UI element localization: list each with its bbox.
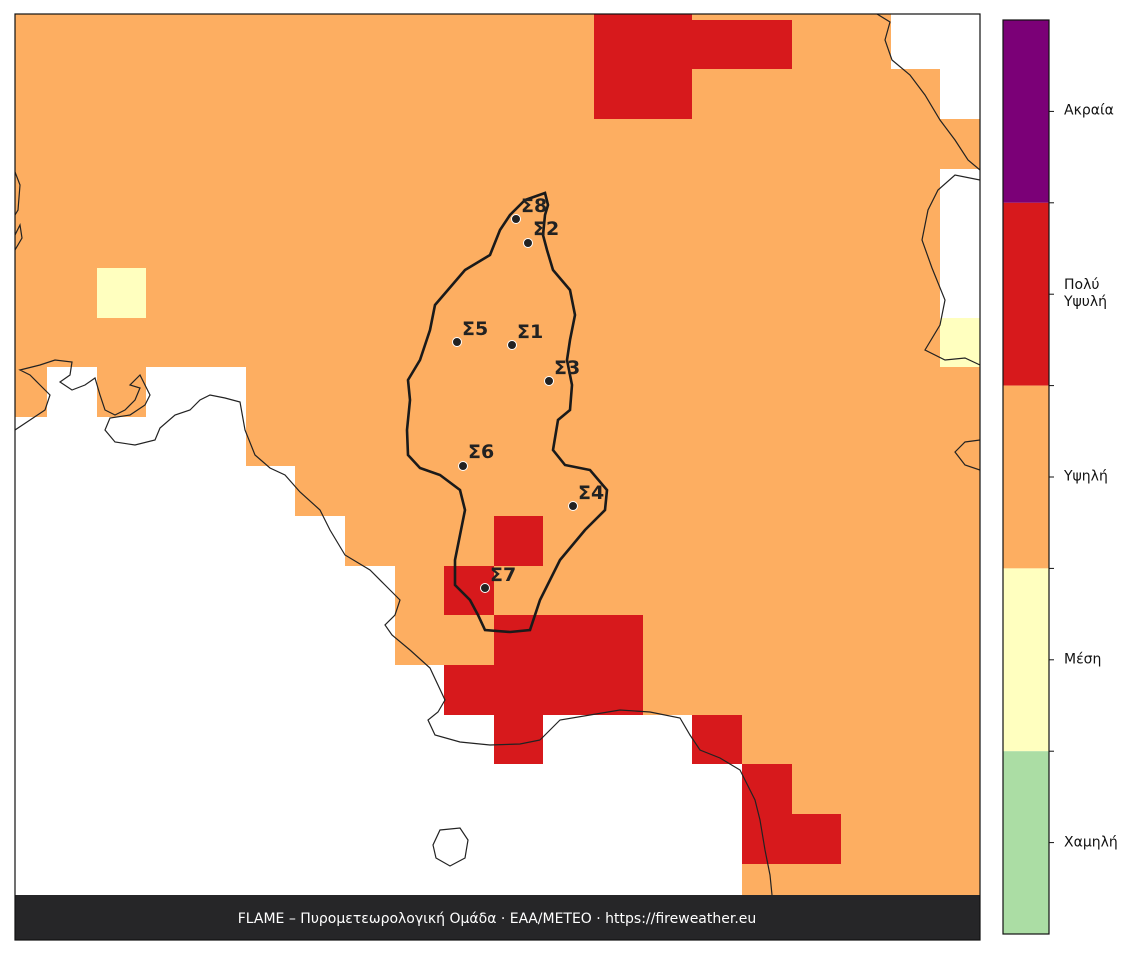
colorbar-label: Πολύ Υψυλή bbox=[1064, 277, 1108, 311]
station-dot bbox=[523, 238, 533, 248]
station-label: Σ1 bbox=[517, 321, 543, 343]
colorbar-label: Μέση bbox=[1064, 651, 1102, 668]
station-dot bbox=[458, 461, 468, 471]
station-label: Σ7 bbox=[490, 564, 516, 586]
station-label: Σ3 bbox=[554, 357, 580, 379]
station-dot bbox=[544, 376, 554, 386]
colorbar bbox=[1002, 19, 1054, 935]
colorbar-segment bbox=[1003, 751, 1049, 934]
no-data-east bbox=[891, 14, 980, 318]
colorbar-segment bbox=[1003, 568, 1049, 752]
map-area bbox=[15, 14, 980, 895]
station-label: Σ2 bbox=[533, 218, 559, 240]
station-dot bbox=[568, 501, 578, 511]
station-label: Σ4 bbox=[578, 482, 604, 504]
medium-cells bbox=[97, 268, 980, 367]
colorbar-label: Χαμηλή bbox=[1064, 834, 1118, 851]
station-label: Σ5 bbox=[462, 318, 488, 340]
very-high-cells bbox=[444, 14, 841, 864]
colorbar-label: Υψηλή bbox=[1064, 468, 1108, 485]
station-label: Σ6 bbox=[468, 441, 494, 463]
colorbar-frame bbox=[1002, 19, 1050, 935]
station-dot bbox=[480, 583, 490, 593]
station-dot bbox=[452, 337, 462, 347]
colorbar-label: Ακραία bbox=[1064, 102, 1114, 119]
colorbar-segment bbox=[1003, 385, 1049, 569]
footer-bar bbox=[15, 895, 980, 940]
colorbar-segment bbox=[1003, 202, 1049, 386]
coastline bbox=[15, 14, 980, 895]
colorbar-segment bbox=[1003, 20, 1049, 203]
stations: Σ8 Σ2 Σ5 Σ1 Σ3 Σ6 Σ4 Σ7 bbox=[452, 195, 604, 593]
footer-text: FLAME – Πυρομετεωρολογική Ομάδα · ΕΑΑ/ME… bbox=[238, 911, 757, 927]
map-frame bbox=[14, 13, 981, 941]
station-dot bbox=[507, 340, 517, 350]
region-outline bbox=[405, 191, 609, 634]
no-data-sea bbox=[15, 367, 742, 895]
station-label: Σ8 bbox=[521, 195, 547, 217]
station-dot bbox=[511, 214, 521, 224]
